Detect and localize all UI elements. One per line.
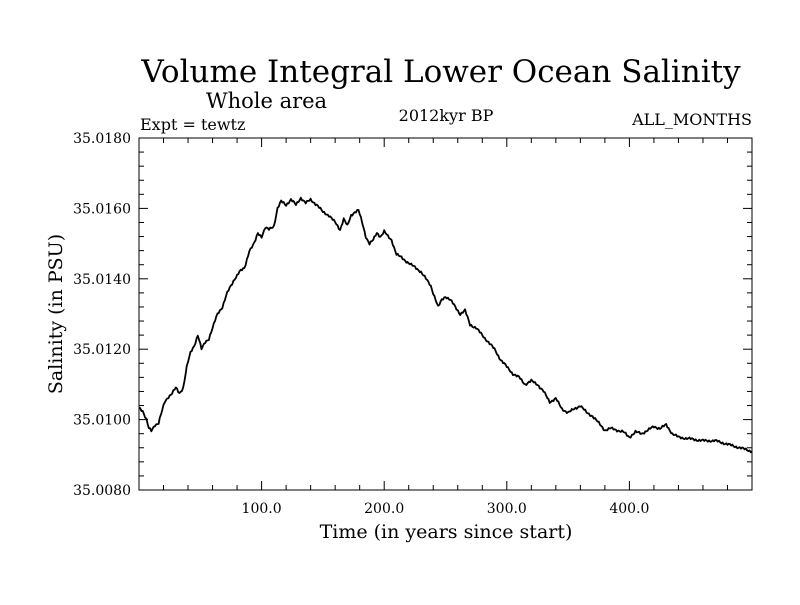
y-tick-label: 35.0180 <box>73 131 131 147</box>
y-tick-label: 35.0160 <box>73 201 131 217</box>
y-tick-label: 35.0140 <box>73 272 131 288</box>
expt-label: Expt = tewtz <box>140 115 245 134</box>
y-axis-label: Salinity (in PSU) <box>45 234 67 394</box>
salinity-series-line <box>138 196 753 454</box>
x-axis-label: Time (in years since start) <box>320 521 573 543</box>
months-label: ALL_MONTHS <box>631 110 752 129</box>
y-tick-label: 35.0120 <box>73 342 131 358</box>
x-tick-label: 200.0 <box>364 501 404 517</box>
x-tick-label: 100.0 <box>242 501 282 517</box>
y-tick-label: 35.0080 <box>73 483 131 499</box>
x-tick-label: 400.0 <box>609 501 649 517</box>
period-label: 2012kyr BP <box>399 106 494 125</box>
plot-frame <box>138 137 753 491</box>
y-axis-ticks: 35.0080 35.0100 35.0120 35.0140 35.0160 35.01… <box>73 131 752 499</box>
chart-subtitle: Whole area <box>206 89 327 113</box>
y-tick-label: 35.0100 <box>73 413 131 429</box>
x-axis-ticks: 100.0 200.0 300.0 400.0 <box>163 138 728 517</box>
x-tick-label: 300.0 <box>487 501 527 517</box>
chart-title: Volume Integral Lower Ocean Salinity <box>140 54 741 90</box>
